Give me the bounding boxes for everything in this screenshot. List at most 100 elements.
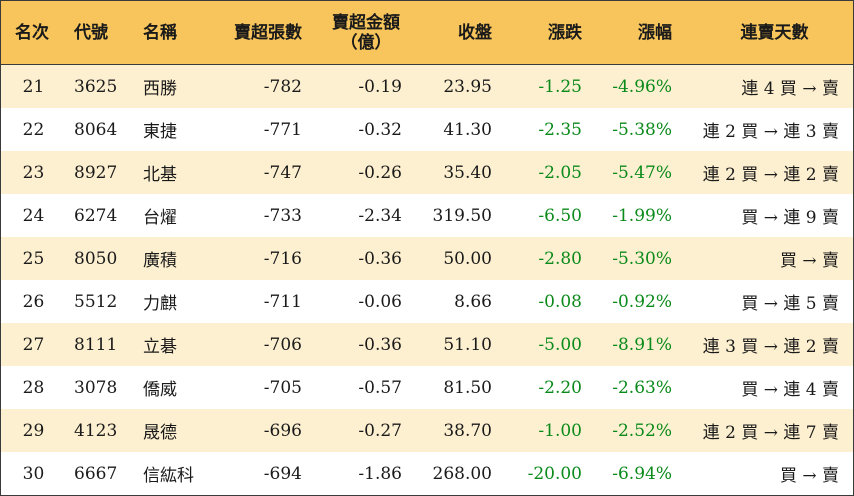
cell-code: 8111 <box>74 334 118 355</box>
cell-change: -0.08 <box>538 291 582 312</box>
cell-lots: -733 <box>263 205 302 226</box>
cell-close: 51.10 <box>443 334 492 355</box>
cell-code: 8050 <box>74 248 118 269</box>
cell-rank: 22 <box>22 119 45 140</box>
cell-close: 23.95 <box>443 76 492 97</box>
cell-code: 3625 <box>74 76 118 97</box>
cell-streak: 買 → 連 5 賣 <box>741 294 839 314</box>
cell-streak: 連 2 買 → 連 3 賣 <box>702 122 839 142</box>
table-row: 26 5512 力麒 -711 -0.06 8.66 -0.08 -0.92% … <box>1 280 853 323</box>
cell-streak: 買 → 連 4 賣 <box>741 380 839 400</box>
cell-lots: -711 <box>263 291 302 312</box>
header-net-sell-amount-label: 賣超金額 <box>332 12 400 33</box>
cell-name: 僑威 <box>143 380 177 400</box>
cell-streak: 連 3 買 → 連 2 賣 <box>702 337 839 357</box>
header-code: 代號 <box>74 22 108 43</box>
cell-lots: -694 <box>263 463 302 484</box>
cell-amount: -0.57 <box>358 377 402 398</box>
cell-name: 立碁 <box>143 337 177 357</box>
table-row: 27 8111 立碁 -706 -0.36 51.10 -5.00 -8.91%… <box>1 323 853 366</box>
table-row: 25 8050 廣積 -716 -0.36 50.00 -2.80 -5.30%… <box>1 237 853 280</box>
cell-amount: -2.34 <box>358 205 402 226</box>
cell-change-pct: -6.94% <box>612 463 672 484</box>
cell-change-pct: -2.52% <box>612 420 672 441</box>
cell-name: 東捷 <box>143 122 177 142</box>
cell-streak: 連 2 買 → 連 2 賣 <box>702 165 839 185</box>
table-header: 名次 代號 名稱 賣超張數 賣超金額 （億） 收盤 漲跌 漲幅 連賣天數 <box>1 1 853 65</box>
cell-streak: 買 → 賣 <box>779 466 839 486</box>
cell-code: 8927 <box>74 162 118 183</box>
header-net-sell-amount-unit: （億） <box>340 32 392 53</box>
header-rank: 名次 <box>15 22 49 43</box>
cell-name: 西勝 <box>143 79 177 99</box>
cell-change: -5.00 <box>538 334 582 355</box>
cell-amount: -1.86 <box>358 463 402 484</box>
cell-lots: -696 <box>263 420 302 441</box>
cell-streak: 買 → 賣 <box>779 251 839 271</box>
cell-streak: 連 2 買 → 連 7 賣 <box>702 423 839 443</box>
cell-close: 268.00 <box>432 463 492 484</box>
cell-change-pct: -5.47% <box>612 162 672 183</box>
cell-code: 6274 <box>74 205 118 226</box>
table-row: 22 8064 東捷 -771 -0.32 41.30 -2.35 -5.38%… <box>1 108 853 151</box>
cell-code: 8064 <box>74 119 118 140</box>
cell-change-pct: -2.63% <box>612 377 672 398</box>
cell-lots: -747 <box>263 162 302 183</box>
cell-amount: -0.36 <box>358 248 402 269</box>
cell-amount: -0.26 <box>358 162 402 183</box>
cell-name: 信紘科 <box>143 466 194 486</box>
cell-lots: -716 <box>263 248 302 269</box>
cell-change-pct: -5.30% <box>612 248 672 269</box>
cell-rank: 27 <box>22 334 45 355</box>
header-net-sell-lots: 賣超張數 <box>234 22 302 43</box>
header-name: 名稱 <box>143 22 177 43</box>
cell-name: 台燿 <box>143 208 177 228</box>
cell-close: 38.70 <box>443 420 492 441</box>
cell-lots: -705 <box>263 377 302 398</box>
cell-rank: 30 <box>22 463 45 484</box>
cell-close: 50.00 <box>443 248 492 269</box>
table-row: 21 3625 西勝 -782 -0.19 23.95 -1.25 -4.96%… <box>1 65 853 108</box>
cell-amount: -0.19 <box>358 76 402 97</box>
cell-amount: -0.27 <box>358 420 402 441</box>
cell-rank: 26 <box>22 291 45 312</box>
header-change-pct: 漲幅 <box>638 22 672 43</box>
cell-change: -20.00 <box>527 463 582 484</box>
table-row: 24 6274 台燿 -733 -2.34 319.50 -6.50 -1.99… <box>1 194 853 237</box>
cell-change: -6.50 <box>538 205 582 226</box>
cell-code: 3078 <box>74 377 118 398</box>
table-row: 30 6667 信紘科 -694 -1.86 268.00 -20.00 -6.… <box>1 452 853 495</box>
cell-amount: -0.32 <box>358 119 402 140</box>
cell-name: 廣積 <box>143 251 177 271</box>
cell-close: 41.30 <box>443 119 492 140</box>
header-change: 漲跌 <box>548 22 582 43</box>
header-net-sell-amount: 賣超金額 （億） <box>306 13 406 53</box>
table-body: 21 3625 西勝 -782 -0.19 23.95 -1.25 -4.96%… <box>1 65 853 495</box>
cell-amount: -0.36 <box>358 334 402 355</box>
cell-change: -2.80 <box>538 248 582 269</box>
cell-change: -2.35 <box>538 119 582 140</box>
table-row: 23 8927 北基 -747 -0.26 35.40 -2.05 -5.47%… <box>1 151 853 194</box>
cell-change: -2.20 <box>538 377 582 398</box>
cell-change: -1.00 <box>538 420 582 441</box>
table-row: 28 3078 僑威 -705 -0.57 81.50 -2.20 -2.63%… <box>1 366 853 409</box>
cell-rank: 24 <box>22 205 45 226</box>
cell-lots: -782 <box>263 76 302 97</box>
cell-change-pct: -1.99% <box>612 205 672 226</box>
cell-rank: 23 <box>22 162 45 183</box>
cell-lots: -771 <box>263 119 302 140</box>
header-close: 收盤 <box>458 22 492 43</box>
cell-rank: 21 <box>22 76 45 97</box>
cell-code: 4123 <box>74 420 118 441</box>
cell-change-pct: -0.92% <box>612 291 672 312</box>
cell-code: 5512 <box>74 291 118 312</box>
cell-rank: 25 <box>22 248 45 269</box>
cell-change-pct: -8.91% <box>612 334 672 355</box>
cell-close: 81.50 <box>443 377 492 398</box>
cell-change: -1.25 <box>538 76 582 97</box>
cell-rank: 29 <box>22 420 45 441</box>
cell-name: 力麒 <box>143 294 177 314</box>
cell-close: 319.50 <box>432 205 492 226</box>
cell-change-pct: -5.38% <box>612 119 672 140</box>
